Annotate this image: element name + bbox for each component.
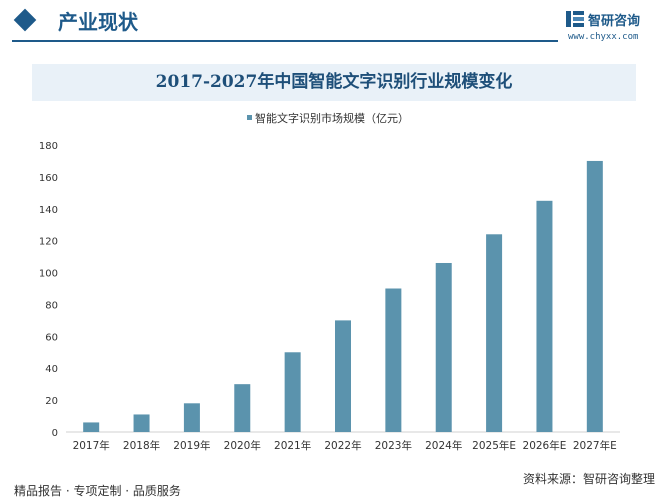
- x-tick-label: 2018年: [123, 439, 160, 452]
- x-tick-label: 2020年: [224, 439, 261, 452]
- y-tick-label: 20: [45, 396, 58, 407]
- y-tick-label: 100: [39, 269, 58, 280]
- legend-label: 智能文字识别市场规模（亿元）: [255, 111, 409, 125]
- bar: [335, 320, 351, 432]
- y-tick-label: 0: [52, 428, 58, 439]
- x-tick-label: 2019年: [173, 439, 210, 452]
- bar: [385, 288, 402, 432]
- x-tick-label: 2024年: [425, 439, 462, 452]
- logo-icon: [566, 11, 584, 27]
- y-tick-label: 160: [39, 173, 58, 184]
- bar: [486, 234, 503, 432]
- x-tick-label: 2025年E: [472, 439, 516, 452]
- y-tick-label: 140: [39, 205, 58, 216]
- brand-logo: 智研咨询 www.chyxx.com: [566, 10, 666, 44]
- y-tick-label: 80: [45, 300, 58, 311]
- x-tick-label: 2022年: [324, 439, 361, 452]
- chart-title-band: 2017-2027年中国智能文字识别行业规模变化: [32, 64, 636, 101]
- x-tick-label: 2017年: [73, 439, 110, 452]
- page-header: 产业现状 智研咨询 www.chyxx.com: [0, 0, 669, 44]
- footer-slogan: 精品报告 · 专项定制 · 品质服务: [14, 484, 181, 498]
- y-tick-label: 40: [45, 364, 58, 375]
- x-tick-label: 2023年: [375, 439, 412, 452]
- chart-title: 2017-2027年中国智能文字识别行业规模变化: [155, 72, 513, 92]
- y-tick-label: 180: [39, 141, 58, 152]
- diamond-icon: [13, 8, 37, 32]
- bar-chart: 智能文字识别市场规模（亿元） 0 20 40 60 80 100 120 140 160 180 20…: [39, 111, 620, 452]
- bar: [133, 414, 150, 432]
- y-tick-label: 120: [39, 237, 58, 248]
- logo-url: www.chyxx.com: [568, 32, 639, 42]
- bar: [284, 352, 301, 432]
- footer-source: 资料来源：智研咨询整理: [522, 472, 655, 486]
- x-tick-label: 2026年E: [523, 439, 567, 452]
- y-tick-label: 60: [45, 332, 58, 343]
- bar: [435, 262, 452, 432]
- bar: [536, 200, 553, 432]
- bar: [234, 384, 251, 432]
- x-tick-label: 2021年: [274, 439, 311, 452]
- header-divider: [12, 40, 558, 42]
- bar: [183, 403, 200, 432]
- bar: [83, 422, 100, 432]
- legend-swatch: [247, 115, 252, 120]
- logo-text: 智研咨询: [588, 14, 641, 29]
- bar: [586, 160, 603, 432]
- x-tick-label: 2027年E: [573, 439, 617, 452]
- section-title: 产业现状: [58, 10, 138, 34]
